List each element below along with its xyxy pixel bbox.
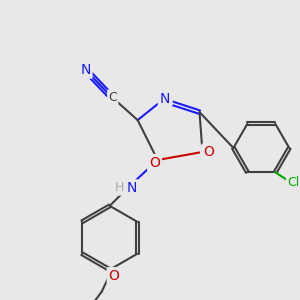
Text: H: H xyxy=(115,182,124,194)
Text: Cl: Cl xyxy=(287,176,299,189)
Text: O: O xyxy=(108,269,119,283)
Text: O: O xyxy=(202,147,213,161)
Text: N: N xyxy=(160,90,171,104)
Text: N: N xyxy=(127,181,137,195)
Text: O: O xyxy=(149,156,160,170)
Text: N: N xyxy=(81,63,91,77)
Text: C: C xyxy=(108,91,117,103)
Text: O: O xyxy=(203,145,214,159)
Text: N: N xyxy=(159,92,170,106)
